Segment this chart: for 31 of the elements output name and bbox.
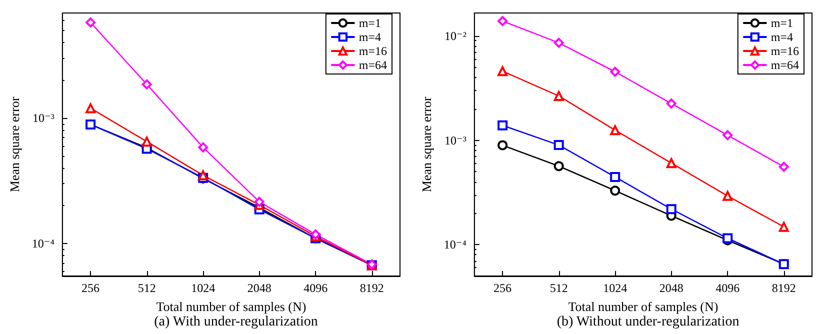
x-tick-label: 256 [494, 281, 512, 295]
legend-label: m=1 [358, 16, 382, 30]
x-tick-label: 256 [82, 281, 100, 295]
y-tick-label: 10⁻³ [32, 111, 55, 126]
x-tick-label: 2048 [247, 281, 272, 295]
x-tick-label: 512 [550, 281, 568, 295]
x-tick-label: 4096 [716, 281, 740, 295]
legend-label: m=64 [358, 58, 388, 72]
x-tick-label: 8192 [360, 281, 384, 295]
legend-label: m=16 [770, 44, 800, 58]
legend-label: m=16 [358, 44, 388, 58]
x-tick-label: 4096 [304, 281, 328, 295]
y-axis-title: Mean square error [7, 96, 22, 192]
y-tick-label: 10⁻³ [444, 133, 467, 148]
y-tick-label: 10⁻² [444, 28, 467, 43]
x-axis-title: Total number of samples (N) [568, 299, 718, 314]
x-tick-label: 512 [138, 281, 156, 295]
text: (b) Without under-regularization [556, 314, 740, 330]
legend-label: m=1 [770, 16, 794, 30]
x-axis-title: Total number of samples (N) [156, 299, 306, 314]
legend-label: m=4 [358, 30, 382, 44]
y-axis-title: Mean square error [419, 96, 434, 192]
legend-label: m=4 [770, 30, 794, 44]
y-tick-label: 10⁻⁴ [32, 236, 54, 250]
legend-label: m=64 [770, 58, 800, 72]
x-tick-label: 8192 [772, 281, 796, 295]
x-tick-label: 2048 [659, 281, 684, 295]
y-tick-label: 10⁻⁴ [444, 238, 466, 252]
text: (a) With under-regularization [154, 314, 318, 330]
x-tick-label: 1024 [603, 281, 628, 295]
x-tick-label: 1024 [191, 281, 216, 295]
